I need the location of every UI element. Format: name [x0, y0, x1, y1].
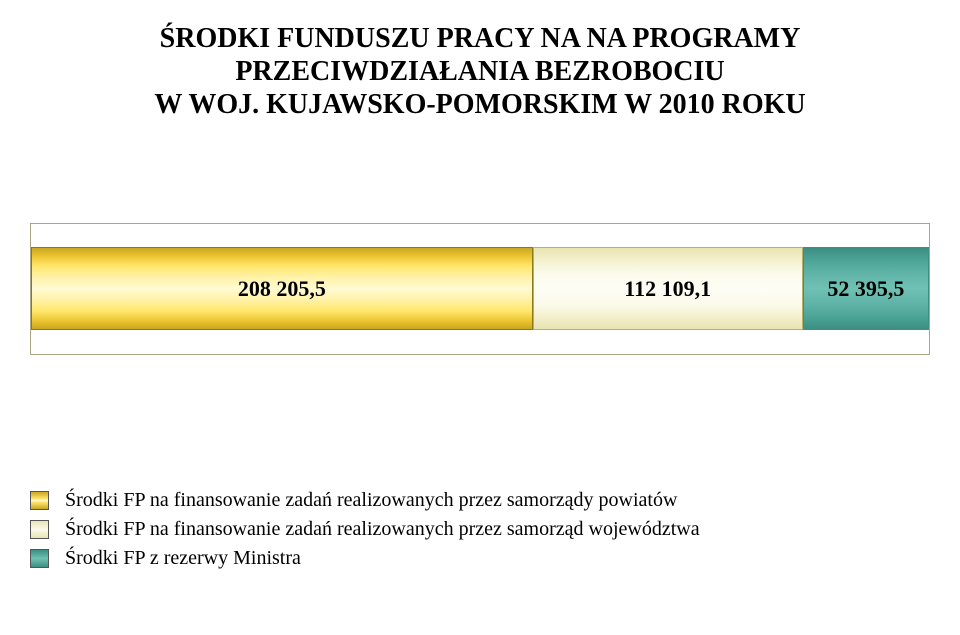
legend-swatch-icon	[30, 549, 49, 568]
legend-label: Środki FP z rezerwy Ministra	[65, 547, 301, 570]
title-line-2: PRZECIWDZIAŁANIA BEZROBOCIU	[30, 55, 930, 88]
legend-swatch-icon	[30, 520, 49, 539]
bar-segment: 112 109,1	[533, 247, 803, 330]
legend-label: Środki FP na finansowanie zadań realizow…	[65, 489, 677, 512]
legend-item: Środki FP na finansowanie zadań realizow…	[30, 489, 930, 512]
page: { "title": { "line1": "ŚRODKI FUNDUSZU P…	[0, 0, 960, 635]
legend-item: Środki FP na finansowanie zadań realizow…	[30, 518, 930, 541]
legend-label: Środki FP na finansowanie zadań realizow…	[65, 518, 700, 541]
bar-segment: 208 205,5	[31, 247, 533, 330]
bar-value-label: 208 205,5	[238, 276, 326, 302]
legend-item: Środki FP z rezerwy Ministra	[30, 547, 930, 570]
bar-segment: 52 395,5	[803, 247, 929, 330]
legend: Środki FP na finansowanie zadań realizow…	[30, 489, 930, 570]
stacked-bar-chart: 208 205,5 112 109,1 52 395,5	[30, 223, 930, 355]
title-line-1: ŚRODKI FUNDUSZU PRACY NA NA PROGRAMY	[30, 22, 930, 55]
bar-value-label: 112 109,1	[624, 276, 711, 302]
bar-value-label: 52 395,5	[827, 276, 904, 302]
legend-swatch-icon	[30, 491, 49, 510]
title-line-3: W WOJ. KUJAWSKO-POMORSKIM W 2010 ROKU	[30, 88, 930, 121]
page-title: ŚRODKI FUNDUSZU PRACY NA NA PROGRAMY PRZ…	[30, 22, 930, 121]
